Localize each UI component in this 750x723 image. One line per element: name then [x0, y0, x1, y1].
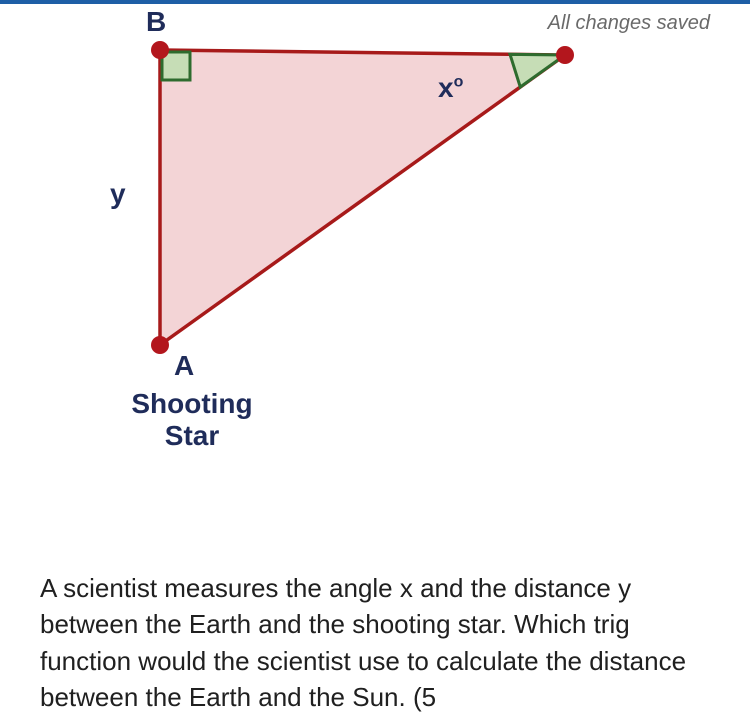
question-text: A scientist measures the angle x and the… [40, 570, 710, 716]
label-shooting-star: Shooting Star [102, 388, 282, 452]
triangle-diagram: B y A xo Shooting Star [0, 0, 750, 500]
label-x-base: x [438, 72, 454, 103]
vertex-c [556, 46, 574, 64]
vertex-b [151, 41, 169, 59]
label-b: B [146, 6, 166, 38]
label-x-sup: o [454, 74, 464, 91]
shooting-line1: Shooting [102, 388, 282, 420]
label-x: xo [438, 72, 463, 104]
label-a: A [174, 350, 194, 382]
vertex-a [151, 336, 169, 354]
label-y: y [110, 178, 126, 210]
triangle-shape [160, 50, 565, 345]
angle-x-marker [510, 54, 565, 87]
shooting-line2: Star [102, 420, 282, 452]
